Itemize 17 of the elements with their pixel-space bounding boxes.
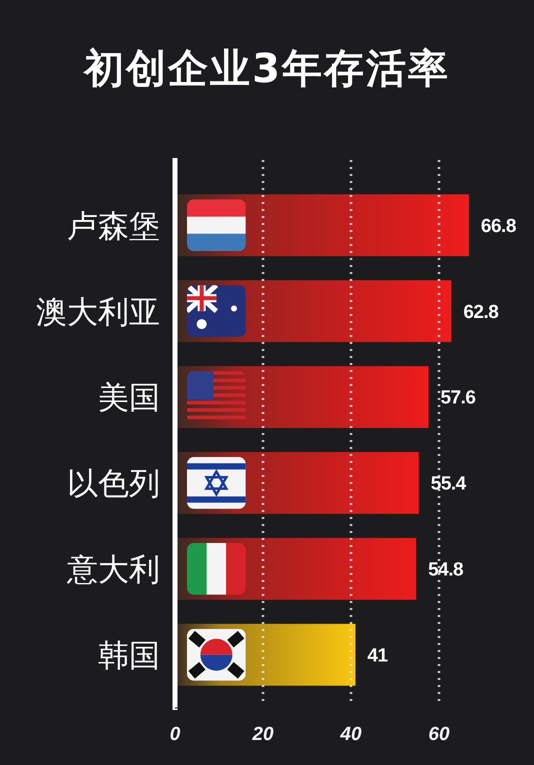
data-label: 66.8 xyxy=(480,216,516,237)
y-tick-label: 意大利 xyxy=(66,552,160,588)
x-tick-label: 0 xyxy=(170,724,181,745)
x-tick-label: 20 xyxy=(251,724,274,745)
chart-title: 初创企业3年存活率 xyxy=(82,46,450,92)
data-label: 54.8 xyxy=(428,560,464,581)
data-label: 55.4 xyxy=(430,474,467,495)
y-tick-label: 卢森堡 xyxy=(67,208,160,244)
y-tick-label: 美国 xyxy=(98,380,160,416)
x-tick-label: 60 xyxy=(428,724,450,745)
x-tick-label: 40 xyxy=(339,724,362,745)
y-tick-label: 澳大利亚 xyxy=(36,294,160,330)
data-label: 62.8 xyxy=(463,302,498,323)
y-tick-label: 韩国 xyxy=(98,638,160,674)
data-label: 41 xyxy=(367,645,388,666)
y-tick-label: 以色列 xyxy=(67,466,160,502)
data-label: 57.6 xyxy=(440,388,476,409)
